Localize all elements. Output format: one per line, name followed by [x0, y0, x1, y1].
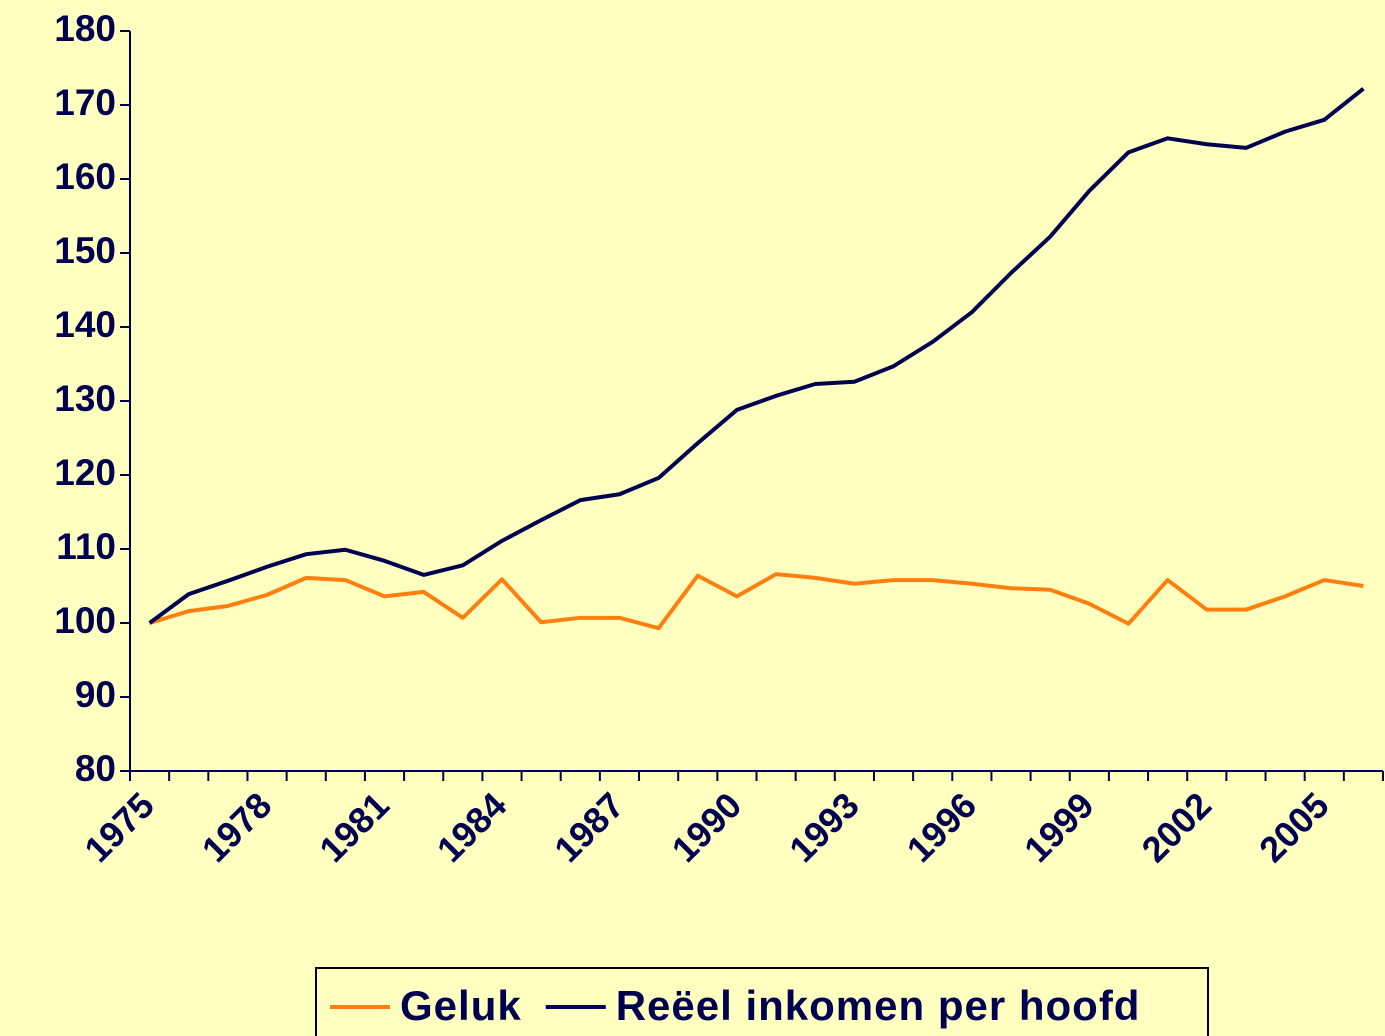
x-tick-label: 1990	[664, 784, 750, 870]
x-tick-label: 1981	[311, 784, 397, 870]
legend-label: Reëel inkomen per hoofd	[616, 982, 1141, 1029]
x-tick-label: 1987	[546, 784, 632, 870]
y-tick-label: 80	[75, 748, 116, 789]
x-tick-label: 2005	[1251, 784, 1337, 870]
line-series	[148, 572, 1364, 631]
legend-label: Geluk	[400, 982, 522, 1029]
y-tick-label: 90	[75, 674, 116, 715]
x-tick-label: 1999	[1016, 784, 1102, 870]
y-tick-label: 150	[54, 230, 116, 271]
x-tick-label: 1984	[429, 784, 515, 870]
y-tick-label: 180	[54, 8, 116, 49]
y-tick-label: 130	[54, 378, 116, 419]
x-tick-label: 1993	[781, 784, 867, 870]
x-tick-label: 1978	[194, 784, 280, 870]
y-tick-label: 120	[54, 452, 116, 493]
y-tick-label: 100	[54, 600, 116, 641]
x-tick-label: 1996	[899, 784, 985, 870]
y-tick-label: 140	[54, 304, 116, 345]
legend-box	[315, 967, 1209, 1036]
line-series	[148, 87, 1365, 625]
y-tick-label: 160	[54, 156, 116, 197]
y-tick-label: 110	[56, 526, 116, 567]
x-tick-label: 1975	[76, 784, 162, 870]
x-tick-label: 2002	[1134, 784, 1220, 870]
y-tick-label: 170	[54, 82, 116, 123]
